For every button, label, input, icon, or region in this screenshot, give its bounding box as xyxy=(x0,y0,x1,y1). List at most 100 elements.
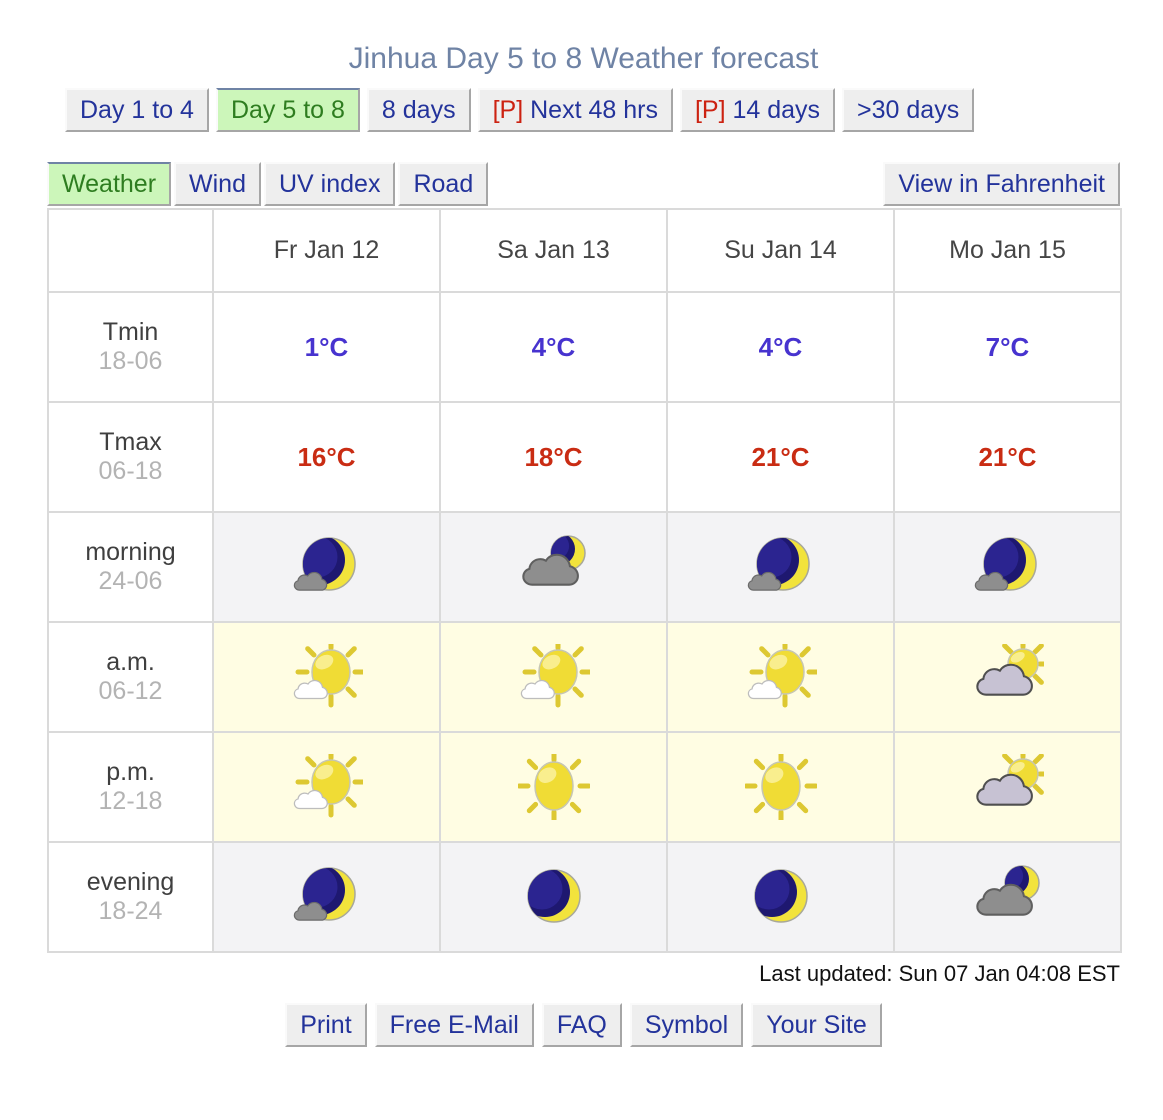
row-label-cell: Tmax 06-18 xyxy=(47,401,214,513)
moon-icon xyxy=(753,869,808,923)
page-title: Jinhua Day 5 to 8 Weather forecast xyxy=(348,42,819,75)
cloud-sun-icon xyxy=(975,644,1044,696)
forecast-cell xyxy=(212,621,441,733)
tab-label: Road xyxy=(413,170,474,198)
forecast-cell xyxy=(439,621,668,733)
day-header-fr-jan-12: Fr Jan 12 xyxy=(212,208,441,293)
forecast-cell xyxy=(212,511,441,623)
row-time-range: 06-12 xyxy=(98,677,163,705)
row-label: Tmax xyxy=(99,428,162,456)
tab-label: 8 days xyxy=(381,96,456,124)
row-label: a.m. xyxy=(106,648,155,676)
day-header-mo-jan-15: Mo Jan 15 xyxy=(893,208,1122,293)
view-tabs: Weather Wind UV index Road xyxy=(47,162,489,206)
table-row-evening: evening 18-24 xyxy=(47,841,1122,953)
sun-cloud-icon xyxy=(293,754,363,818)
table-row-morning: morning 24-06 xyxy=(47,511,1122,623)
row-label-cell: p.m. 12-18 xyxy=(47,731,214,843)
last-updated-text: Last updated: Sun 07 Jan 04:08 EST xyxy=(759,961,1120,986)
forecast-cell xyxy=(439,731,668,843)
tab-day-1-to-4[interactable]: Day 1 to 4 xyxy=(65,88,209,132)
footer-link-print[interactable]: Print xyxy=(285,1003,367,1047)
footer-link-your-site[interactable]: Your Site xyxy=(751,1003,882,1047)
forecast-cell xyxy=(439,511,668,623)
row-label: p.m. xyxy=(106,758,155,786)
tab-label: Day 1 to 4 xyxy=(80,96,194,124)
forecast-cell xyxy=(666,731,895,843)
row-label: Tmin xyxy=(102,318,159,346)
tab-label: UV index xyxy=(279,170,381,198)
tab-label: >30 days xyxy=(857,96,960,124)
tmax-value: 21°C xyxy=(893,401,1122,513)
forecast-cell xyxy=(212,731,441,843)
forecast-cell xyxy=(212,841,441,953)
forecast-cell xyxy=(666,841,895,953)
forecast-cell xyxy=(666,621,895,733)
forecast-cell xyxy=(893,731,1122,843)
moon-cloud-icon xyxy=(293,867,356,921)
row-label: morning xyxy=(85,538,176,566)
tab-14-days[interactable]: [P] 14 days xyxy=(679,88,836,132)
row-time-range: 18-24 xyxy=(98,897,163,925)
table-row-a-m: a.m. 06-12 xyxy=(47,621,1122,733)
tab-8-days[interactable]: 8 days xyxy=(366,88,471,132)
tmax-value: 18°C xyxy=(439,401,668,513)
tmin-value: 4°C xyxy=(666,291,895,403)
moon-cloud-icon xyxy=(974,537,1037,591)
row-time-range: 06-18 xyxy=(98,457,163,485)
row-label: evening xyxy=(86,868,175,896)
row-label-cell: evening 18-24 xyxy=(47,841,214,953)
day-header-sa-jan-13: Sa Jan 13 xyxy=(439,208,668,293)
cloud-sun-icon xyxy=(975,754,1044,806)
row-label-cell: a.m. 06-12 xyxy=(47,621,214,733)
footer-link-label: Your Site xyxy=(766,1011,867,1039)
cloud-moon-icon xyxy=(521,535,586,586)
table-row-tmin: Tmin 18-06 1°C 4°C 4°C 7°C xyxy=(47,291,1122,403)
tab-label: 14 days xyxy=(732,96,821,124)
row-time-range: 12-18 xyxy=(98,787,163,815)
view-tabs-row: Weather Wind UV index Road View in Fahrenhe… xyxy=(47,162,1120,206)
day-range-tabs: Day 1 to 4 Day 5 to 8 8 days [P] Next 48 hr… xyxy=(65,88,1120,132)
forecast-cell xyxy=(893,511,1122,623)
forecast-cell xyxy=(893,621,1122,733)
footer-link-symbol[interactable]: Symbol xyxy=(629,1003,744,1047)
p-flag: [P] xyxy=(694,96,726,124)
table-row-p-m: p.m. 12-18 xyxy=(47,731,1122,843)
day-header-su-jan-14: Su Jan 14 xyxy=(666,208,895,293)
sun-cloud-icon xyxy=(747,644,817,708)
table-row-tmax: Tmax 06-18 16°C 18°C 21°C 21°C xyxy=(47,401,1122,513)
tab-30-days[interactable]: >30 days xyxy=(842,88,975,132)
tab-day-5-to-8[interactable]: Day 5 to 8 xyxy=(215,88,360,132)
sun-icon xyxy=(517,754,590,820)
sun-cloud-icon xyxy=(520,644,590,708)
corner-cell xyxy=(47,208,214,293)
footer-link-free-e-mail[interactable]: Free E-Mail xyxy=(374,1003,534,1047)
tab-uv-index[interactable]: UV index xyxy=(264,162,396,206)
tab-label: Wind xyxy=(189,170,246,198)
tab-weather[interactable]: Weather xyxy=(47,162,172,206)
tab-label: Day 5 to 8 xyxy=(230,96,345,124)
row-label-cell: Tmin 18-06 xyxy=(47,291,214,403)
tab-label: Weather xyxy=(62,170,157,198)
forecast-cell xyxy=(439,841,668,953)
tmax-value: 21°C xyxy=(666,401,895,513)
moon-icon xyxy=(526,869,581,923)
tab-label: Next 48 hrs xyxy=(530,96,658,124)
table-header-row: Fr Jan 12 Sa Jan 13 Su Jan 14 Mo Jan 15 xyxy=(47,208,1122,293)
row-time-range: 18-06 xyxy=(98,347,163,375)
view-in-fahrenheit-button[interactable]: View in Fahrenheit xyxy=(883,162,1120,206)
tmin-value: 4°C xyxy=(439,291,668,403)
tmin-value: 7°C xyxy=(893,291,1122,403)
tab-next-48-hrs[interactable]: [P] Next 48 hrs xyxy=(477,88,673,132)
footer-link-label: Free E-Mail xyxy=(389,1011,519,1039)
footer-link-faq[interactable]: FAQ xyxy=(541,1003,622,1047)
forecast-cell xyxy=(893,841,1122,953)
tab-road[interactable]: Road xyxy=(398,162,489,206)
footer-links: Print Free E-Mail FAQ Symbol Your Site xyxy=(47,1003,1120,1047)
forecast-cell xyxy=(666,511,895,623)
sun-icon xyxy=(744,754,817,820)
p-flag: [P] xyxy=(492,96,524,124)
tab-wind[interactable]: Wind xyxy=(174,162,261,206)
sun-cloud-icon xyxy=(293,644,363,708)
tmax-value: 16°C xyxy=(212,401,441,513)
